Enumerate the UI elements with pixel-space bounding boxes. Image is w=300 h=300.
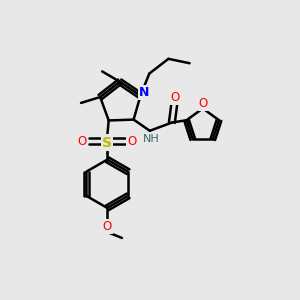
Text: O: O [78, 135, 87, 148]
Text: S: S [102, 136, 112, 149]
Text: O: O [127, 135, 136, 148]
Text: O: O [170, 91, 179, 104]
Text: NH: NH [143, 134, 160, 144]
Text: N: N [139, 85, 149, 99]
Text: O: O [103, 220, 112, 233]
Text: O: O [199, 97, 208, 110]
